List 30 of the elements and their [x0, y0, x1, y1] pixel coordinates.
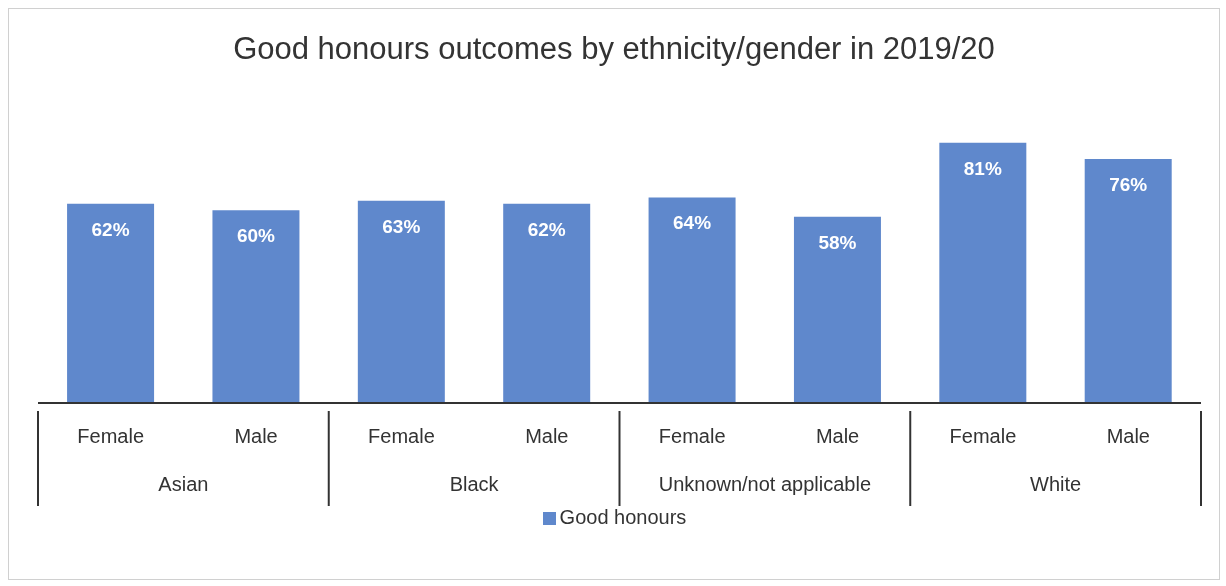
- data-label: 81%: [963, 157, 1002, 179]
- text: Black: [449, 473, 500, 495]
- data-label: 64%: [673, 212, 712, 234]
- data-label: 62%: [527, 218, 566, 240]
- bar: [1084, 158, 1172, 403]
- x-tick-label: Male: [1106, 425, 1150, 447]
- bar: [357, 200, 445, 403]
- data-label: 58%: [818, 231, 857, 253]
- bar: [212, 210, 300, 403]
- x-tick-label: Male: [234, 425, 278, 447]
- bar: [648, 197, 736, 403]
- data-label: 60%: [236, 225, 276, 247]
- data-label: 62%: [91, 218, 130, 240]
- bar: [503, 203, 591, 403]
- bar: [793, 216, 881, 403]
- bar: [67, 203, 155, 403]
- x-tick-label: Female: [368, 425, 435, 447]
- bar: [939, 142, 1027, 403]
- x-tick-label: Female: [658, 425, 726, 447]
- x-tick-label: Female: [949, 425, 1017, 447]
- x-tick-label: Female: [77, 425, 145, 447]
- text: Asian: [158, 473, 209, 495]
- data-label: 76%: [1109, 173, 1148, 195]
- x-tick-label: Male: [815, 425, 860, 447]
- text: White: [1030, 473, 1082, 495]
- text: Unknown/not applicable: [658, 473, 872, 495]
- data-label: 63%: [382, 215, 421, 237]
- chart-title: Good honours outcomes by ethnicity/gender in 2019/20: [232, 31, 996, 67]
- legend-label: Good honours: [559, 506, 687, 528]
- x-tick-label: Male: [525, 425, 569, 447]
